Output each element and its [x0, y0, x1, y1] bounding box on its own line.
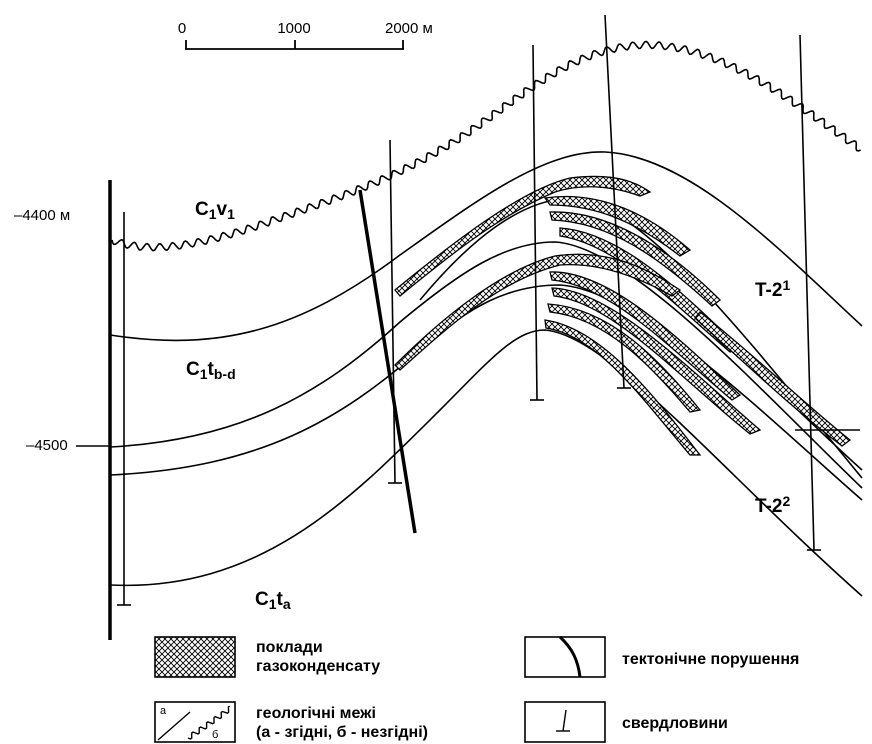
- formation-label-part: T-2: [755, 496, 782, 517]
- legend-mark: б: [212, 729, 218, 741]
- legend-text: газоконденсату: [256, 658, 380, 675]
- formation-label-part: 1: [782, 277, 790, 293]
- scale-label: 1000: [277, 20, 310, 37]
- fault: [358, 189, 417, 534]
- formation-label-part: 1: [200, 366, 208, 382]
- scale-label: 0: [178, 20, 186, 37]
- formation-label-part: 2: [782, 493, 790, 509]
- formation-label-part: t: [277, 589, 284, 610]
- formation-label-part: T-2: [755, 280, 782, 301]
- formation-label-part: 1: [209, 206, 217, 222]
- legend-text: свердловини: [622, 715, 728, 732]
- formation-label: T-21: [755, 277, 790, 301]
- formation-label: C1tb-d: [186, 359, 236, 382]
- gas-deposits: [394, 175, 852, 456]
- depth-label: –4400 м: [14, 207, 70, 224]
- formation-label-part: C: [195, 199, 209, 220]
- legend-text: (а - згідні, б - незгідні): [256, 724, 428, 741]
- formation-label-part: v: [217, 199, 228, 220]
- formation-label: T-22: [755, 493, 790, 517]
- legend-mark: а: [160, 705, 167, 717]
- legend: [154, 635, 606, 743]
- formation-label-part: 1: [227, 206, 235, 222]
- formation-label-part: a: [283, 596, 291, 612]
- formation-label-part: C: [255, 589, 269, 610]
- legend-text: геологічні межі: [256, 705, 376, 722]
- scale-label: 2000 м: [385, 20, 433, 37]
- formation-label-part: t: [208, 359, 215, 380]
- legend-text: поклади: [256, 639, 323, 656]
- formation-label: C1v1: [195, 199, 235, 222]
- formation-label-part: 1: [269, 596, 277, 612]
- legend-text: тектонічне порушення: [622, 651, 799, 668]
- formation-label-part: b-d: [214, 366, 236, 382]
- depth-label: –4500: [26, 437, 68, 454]
- formation-label-part: C: [186, 359, 200, 380]
- formation-label: C1ta: [255, 589, 291, 612]
- wells: [117, 14, 860, 606]
- scale-bar: [185, 40, 404, 50]
- unconformity: [111, 40, 861, 252]
